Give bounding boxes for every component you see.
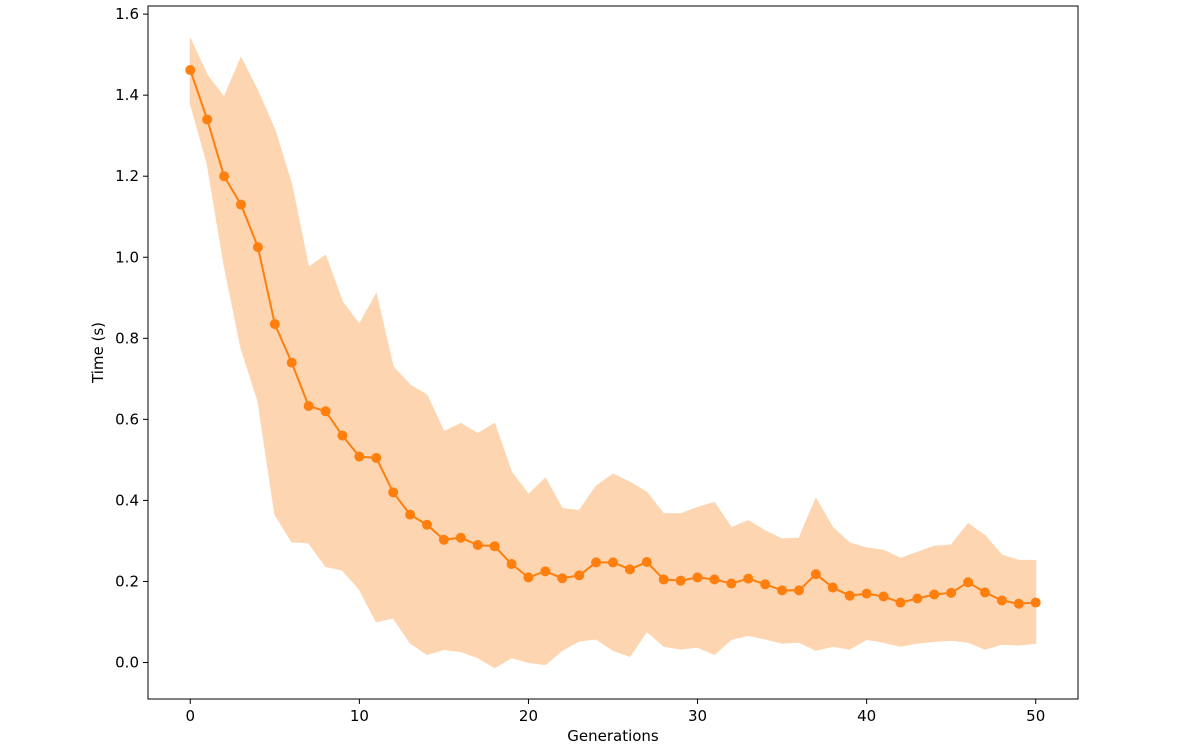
confidence-band	[189, 38, 1037, 669]
y-tick-label: 0.6	[115, 410, 139, 428]
data-point	[354, 451, 365, 462]
data-point	[946, 587, 957, 598]
data-point	[675, 575, 686, 586]
data-point	[963, 577, 974, 588]
data-point	[337, 430, 348, 441]
x-axis-title: Generations	[567, 727, 659, 744]
data-point	[608, 557, 618, 568]
y-axis-ticks: 0.0 0.2 0.4 0.6 0.8 1.0 1.2 1.4 1.6	[115, 5, 148, 672]
data-point	[472, 540, 483, 550]
data-point	[252, 242, 263, 253]
data-point	[929, 589, 940, 600]
data-point	[1013, 598, 1024, 609]
y-tick-label: 1.2	[115, 167, 139, 185]
data-point	[743, 573, 754, 584]
data-point	[827, 582, 838, 593]
data-point	[794, 585, 804, 596]
data-point	[269, 319, 280, 330]
y-axis-title: Time (s)	[89, 322, 107, 384]
data-point	[726, 578, 737, 589]
data-point	[861, 588, 872, 599]
data-point	[405, 509, 416, 520]
data-point	[489, 541, 500, 552]
plot-frame	[147, 5, 1079, 700]
data-point	[624, 564, 635, 575]
x-tick-label: 10	[350, 707, 369, 725]
y-tick-label: 0.0	[115, 654, 139, 672]
data-point	[692, 572, 703, 583]
data-point	[540, 566, 551, 577]
data-point	[641, 557, 652, 568]
data-point	[523, 572, 534, 583]
data-point	[438, 534, 449, 545]
data-point	[980, 587, 990, 598]
y-tick-label: 0.4	[115, 491, 139, 509]
x-tick-label: 30	[688, 707, 707, 725]
data-point	[371, 452, 382, 463]
data-point	[895, 597, 906, 608]
data-point	[709, 574, 720, 585]
data-point	[574, 570, 585, 581]
data-point	[810, 569, 821, 580]
y-tick-label: 1.6	[115, 5, 139, 23]
x-tick-label: 20	[519, 707, 538, 725]
data-point	[557, 573, 568, 584]
y-tick-label: 1.0	[115, 248, 139, 266]
data-point	[320, 406, 331, 417]
data-point	[455, 532, 466, 543]
data-point	[912, 593, 923, 604]
data-point	[236, 199, 246, 210]
y-tick-label: 0.2	[115, 572, 139, 590]
data-point	[996, 595, 1007, 606]
data-point	[422, 519, 432, 530]
data-point	[878, 591, 889, 602]
y-tick-label: 1.4	[115, 86, 139, 104]
data-point	[219, 171, 230, 182]
x-tick-label: 0	[185, 707, 195, 725]
y-tick-label: 0.8	[115, 329, 139, 347]
data-point	[202, 114, 213, 125]
x-tick-label: 40	[857, 707, 876, 725]
data-point	[844, 590, 855, 601]
data-point	[388, 487, 399, 498]
data-point	[303, 400, 314, 411]
data-point	[591, 557, 602, 568]
data-point	[658, 574, 669, 585]
series-marker-layer	[185, 65, 1041, 609]
x-tick-label: 50	[1026, 707, 1045, 725]
data-point	[1030, 597, 1041, 608]
confidence-band-layer	[189, 38, 1037, 669]
data-point	[286, 357, 297, 368]
x-axis-ticks: 0 10 20 30 40 50	[185, 699, 1045, 725]
data-point	[777, 585, 788, 596]
data-point	[506, 559, 517, 570]
data-point	[185, 65, 196, 76]
data-point	[760, 579, 771, 590]
